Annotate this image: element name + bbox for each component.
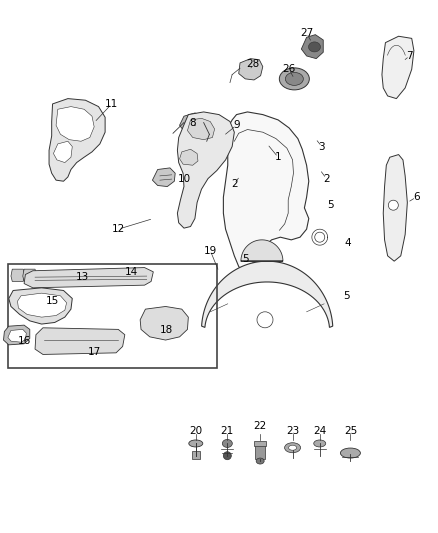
Polygon shape [382,36,414,99]
Text: 5: 5 [343,291,350,301]
Text: 22: 22 [254,422,267,431]
Polygon shape [152,168,175,187]
Text: 14: 14 [125,267,138,277]
Polygon shape [187,118,215,140]
Text: 18: 18 [160,326,173,335]
Polygon shape [140,306,188,340]
Polygon shape [11,269,25,281]
Text: 21: 21 [221,426,234,435]
Text: 10: 10 [177,174,191,183]
Text: 9: 9 [233,120,240,130]
Polygon shape [241,240,283,261]
Text: 24: 24 [313,426,326,435]
Text: 6: 6 [413,192,420,202]
Polygon shape [53,141,72,163]
Text: 28: 28 [247,59,260,69]
Text: 17: 17 [88,347,101,357]
Text: 25: 25 [344,426,357,435]
Text: 23: 23 [286,426,299,435]
Ellipse shape [308,42,321,52]
Polygon shape [24,268,153,288]
Polygon shape [49,99,105,181]
Text: 27: 27 [300,28,313,38]
Polygon shape [8,329,26,342]
Ellipse shape [189,440,203,447]
Polygon shape [35,328,125,354]
Text: 5: 5 [242,254,249,263]
Circle shape [389,200,398,210]
Circle shape [257,312,273,328]
Polygon shape [23,269,36,281]
Ellipse shape [256,458,264,464]
Polygon shape [18,293,67,317]
Polygon shape [177,112,234,228]
Ellipse shape [314,440,326,447]
Bar [8,264,217,368]
Bar [254,441,266,446]
Ellipse shape [223,439,232,448]
Text: 20: 20 [189,426,202,435]
Polygon shape [301,35,323,59]
Text: 2: 2 [231,179,238,189]
Text: 12: 12 [112,224,125,234]
Text: 3: 3 [318,142,325,151]
Polygon shape [9,288,72,324]
Circle shape [223,451,231,460]
Polygon shape [56,107,94,141]
Polygon shape [383,155,407,261]
Ellipse shape [340,448,360,458]
Ellipse shape [289,445,297,450]
Polygon shape [239,59,263,80]
Text: 2: 2 [323,174,330,183]
Ellipse shape [279,68,309,90]
Text: 15: 15 [46,296,59,306]
Text: 11: 11 [105,99,118,109]
Text: 13: 13 [76,272,89,282]
Ellipse shape [285,72,304,85]
Bar [192,451,200,459]
Text: 7: 7 [406,51,413,61]
Text: 4: 4 [345,238,352,247]
Polygon shape [201,261,333,327]
Text: 26: 26 [283,64,296,74]
Polygon shape [4,325,30,345]
Circle shape [315,232,325,242]
Polygon shape [223,112,309,272]
Text: 1: 1 [275,152,282,162]
Text: 16: 16 [18,336,31,346]
Text: 5: 5 [327,200,334,210]
Polygon shape [180,149,198,165]
Polygon shape [180,113,208,136]
Text: 19: 19 [204,246,217,255]
Bar [255,443,265,459]
Text: 8: 8 [189,118,196,127]
Ellipse shape [285,443,300,453]
